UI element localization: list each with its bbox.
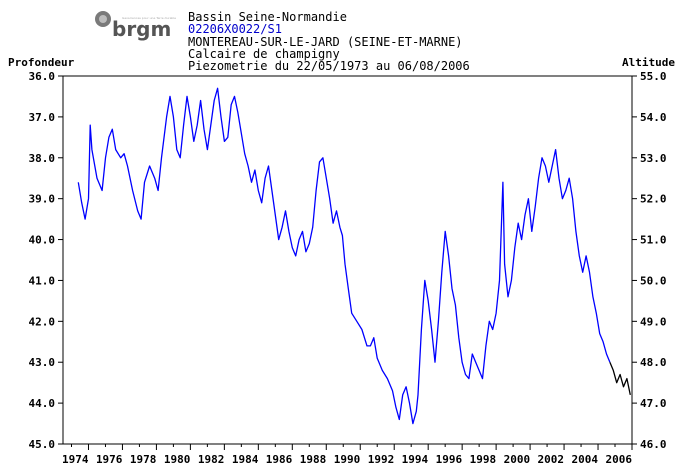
header-basin: Bassin Seine-Normandie	[188, 10, 347, 24]
left-tick-label: 40.0	[29, 234, 56, 247]
series-layer	[77, 87, 631, 425]
right-tick-label: 50.0	[640, 274, 667, 287]
x-tick-label: 1986	[266, 453, 293, 466]
header-station-code: 02206X0022/S1	[188, 22, 282, 36]
right-tick-label: 54.0	[640, 111, 667, 124]
header-location: MONTEREAU-SUR-LE-JARD (SEINE-ET-MARNE)	[188, 35, 463, 49]
x-tick-label: 1976	[96, 453, 123, 466]
x-tick-label: 2006	[606, 453, 633, 466]
right-axis: 55.0 54.0 53.0 52.0 51.0 50.0 49.0 48.0 47.0 46.0	[632, 70, 667, 451]
x-tick-label: 2002	[538, 453, 565, 466]
x-tick-label: 2000	[504, 453, 531, 466]
left-axis-title: Profondeur	[8, 56, 75, 69]
left-tick-label: 36.0	[29, 70, 56, 83]
plot-frame	[62, 75, 633, 445]
series-line-main	[77, 87, 611, 425]
right-tick-label: 53.0	[640, 152, 667, 165]
brgm-logo: Geosciences pour une Terre durable brgm	[95, 11, 176, 41]
left-tick-label: 41.0	[29, 274, 56, 287]
x-tick-label: 1982	[198, 453, 225, 466]
x-tick-label: 1996	[436, 453, 463, 466]
header-aquifer: Calcaire de champigny	[188, 47, 340, 61]
left-tick-label: 37.0	[29, 111, 56, 124]
x-tick-label: 1978	[130, 453, 157, 466]
right-tick-label: 46.0	[640, 438, 667, 451]
x-tick-label: 1990	[334, 453, 361, 466]
left-tick-label: 38.0	[29, 152, 56, 165]
left-tick-label: 44.0	[29, 397, 56, 410]
x-tick-label: 1980	[164, 453, 191, 466]
left-tick-label: 43.0	[29, 356, 56, 369]
x-tick-label: 2004	[572, 453, 599, 466]
header-period: Piezometrie du 22/05/1973 au 06/08/2006	[188, 59, 470, 73]
brgm-logo-text: brgm	[112, 17, 171, 41]
x-tick-label: 1994	[402, 453, 429, 466]
right-axis-title: Altitude	[622, 56, 675, 69]
x-axis: 1974 1976 1978 1980 1982 1984 1986 1988 1990 1992…	[62, 444, 633, 466]
left-tick-label: 42.0	[29, 315, 56, 328]
left-tick-label: 39.0	[29, 193, 56, 206]
right-tick-label: 47.0	[640, 397, 667, 410]
left-axis: 36.0 37.0 38.0 39.0 40.0 41.0 42.0 43.0 44.0 45.0	[29, 70, 63, 451]
brgm-tagline: Geosciences pour une Terre durable	[122, 16, 176, 20]
right-tick-label: 48.0	[640, 356, 667, 369]
x-tick-label: 1998	[470, 453, 497, 466]
right-tick-label: 49.0	[640, 315, 667, 328]
x-tick-label: 1974	[62, 453, 89, 466]
right-tick-label: 51.0	[640, 234, 667, 247]
left-tick-label: 45.0	[29, 438, 56, 451]
x-tick-label: 1984	[232, 453, 259, 466]
right-tick-label: 52.0	[640, 193, 667, 206]
x-tick-label: 1988	[300, 453, 327, 466]
series-line-recent	[609, 361, 631, 396]
right-tick-label: 55.0	[640, 70, 667, 83]
x-tick-label: 1992	[368, 453, 395, 466]
